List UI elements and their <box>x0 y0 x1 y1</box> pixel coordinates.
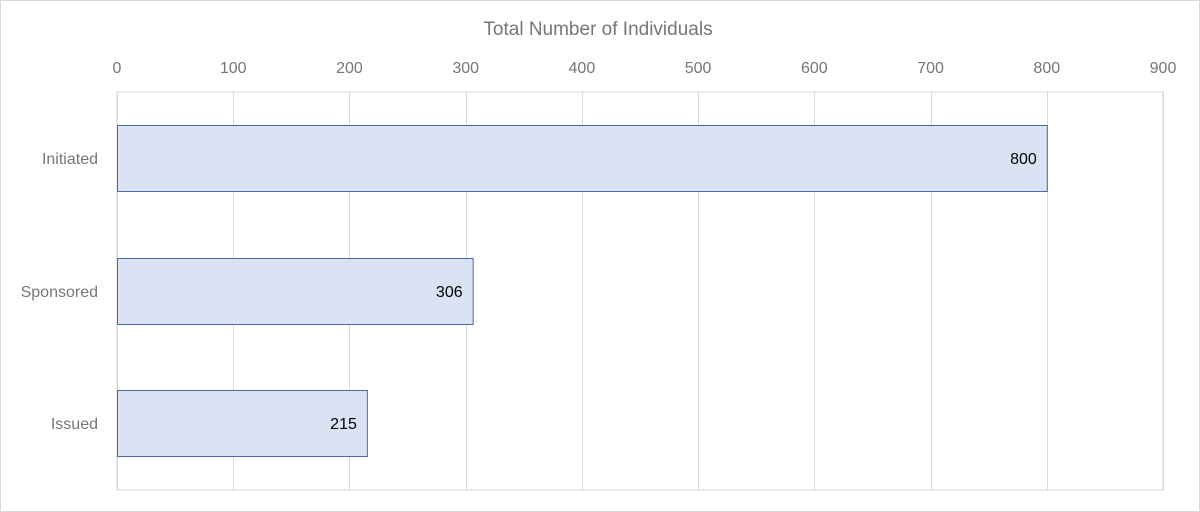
data-label-issued: 215 <box>330 416 357 433</box>
data-labels: 800 306 215 <box>330 151 1037 433</box>
x-tick-label-300: 300 <box>452 60 479 77</box>
category-axis: Initiated Sponsored Issued <box>21 151 98 433</box>
x-tick-label-100: 100 <box>220 60 247 77</box>
bar-issued <box>117 390 368 457</box>
bar-sponsored <box>117 258 474 325</box>
x-tick-label-500: 500 <box>685 60 712 77</box>
x-axis-ticks: 0 100 200 300 400 500 600 700 800 900 <box>113 60 1177 77</box>
x-tick-label-600: 600 <box>801 60 828 77</box>
bars <box>117 125 1048 457</box>
category-label-initiated: Initiated <box>42 151 98 168</box>
x-tick-label-900: 900 <box>1150 60 1177 77</box>
category-label-sponsored: Sponsored <box>21 284 98 301</box>
x-tick-label-800: 800 <box>1033 60 1060 77</box>
data-label-initiated: 800 <box>1010 151 1037 168</box>
bar-initiated <box>117 125 1048 192</box>
category-label-issued: Issued <box>51 416 98 433</box>
x-tick-label-400: 400 <box>569 60 596 77</box>
x-axis-title: Total Number of Individuals <box>483 19 712 40</box>
data-label-sponsored: 306 <box>436 284 463 301</box>
x-tick-label-200: 200 <box>336 60 363 77</box>
x-tick-label-700: 700 <box>917 60 944 77</box>
x-tick-label-0: 0 <box>113 60 122 77</box>
